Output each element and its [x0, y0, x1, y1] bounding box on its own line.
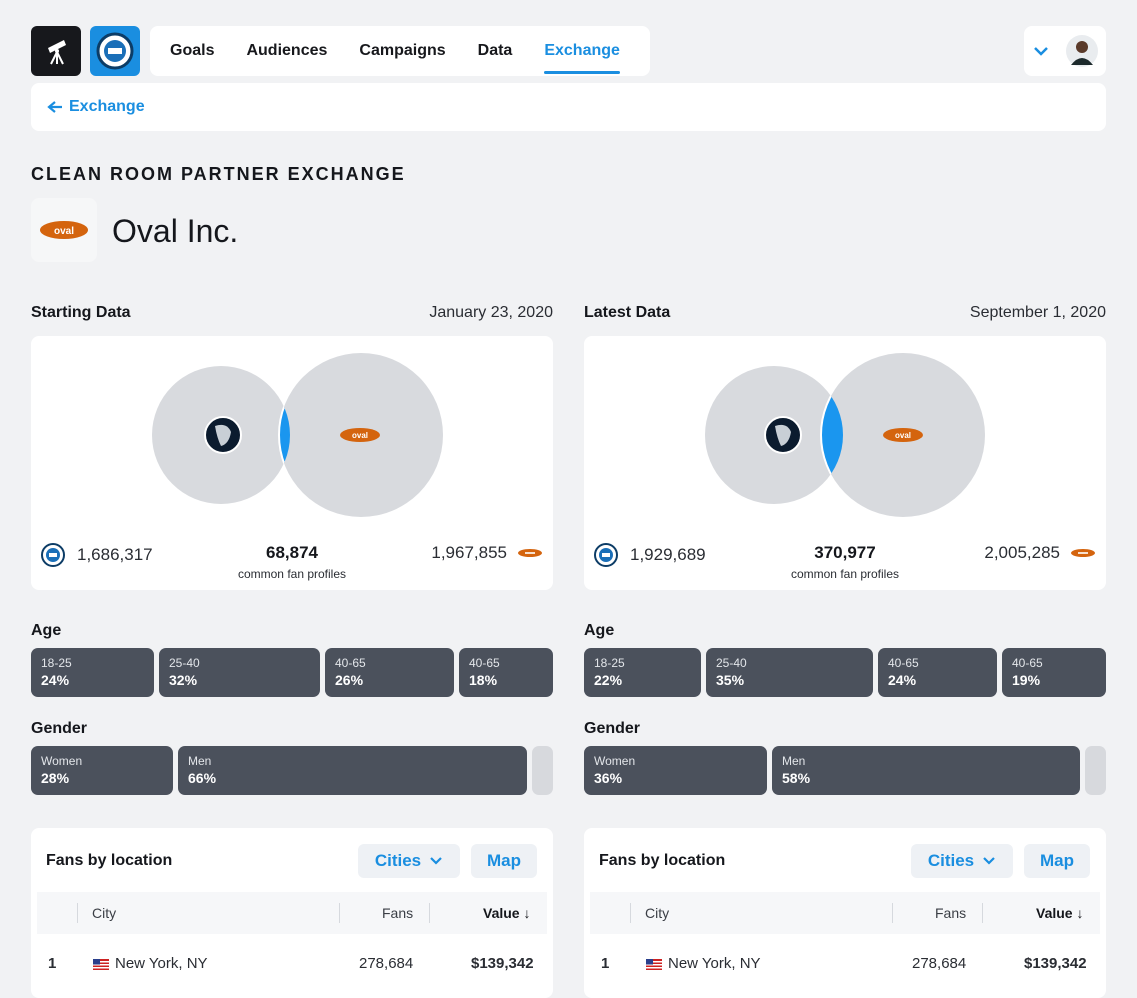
partner-count: 2,005,285	[984, 543, 1096, 563]
cities-dropdown[interactable]: Cities	[358, 844, 460, 878]
team-crest-icon	[594, 543, 618, 567]
gender-label: Gender	[584, 720, 641, 737]
starting-data-section: Starting Data January 23, 2020 oval 1,68…	[31, 300, 553, 998]
partner-name: Oval Inc.	[112, 213, 239, 249]
nav-campaigns[interactable]: Campaigns	[359, 42, 446, 59]
chevron-down-icon	[430, 857, 442, 865]
user-menu[interactable]	[1024, 26, 1106, 76]
fans-by-location-card: Fans by location Cities Map City Fans Va…	[31, 828, 553, 998]
common-count: 370,977	[814, 543, 876, 562]
age-breakdown: 18-25 24% 25-40 32% 40-65 26% 40-65 18%	[31, 648, 553, 697]
team-count-value: 1,686,317	[77, 545, 153, 564]
svg-text:oval: oval	[895, 431, 911, 440]
team-crest-icon	[96, 32, 134, 70]
back-to-exchange-link[interactable]: Exchange	[47, 98, 145, 116]
oval-logo-icon	[518, 549, 542, 557]
age-segment[interactable]: 25-40 32%	[159, 648, 320, 697]
map-button[interactable]: Map	[471, 844, 537, 878]
section-date: September 1, 2020	[969, 304, 1106, 321]
map-button[interactable]: Map	[1024, 844, 1090, 878]
breadcrumb-label: Exchange	[69, 98, 145, 115]
app-logo[interactable]	[31, 26, 81, 76]
age-segment[interactable]: 18-25 24%	[31, 648, 154, 697]
overlap-card: oval 1,686,317 68,874 common fan profile…	[31, 336, 553, 590]
partner-count-value: 1,967,855	[431, 543, 507, 562]
table-header: City Fans Value ↓	[590, 892, 1100, 934]
oval-logo-icon	[1071, 549, 1095, 557]
gender-segment[interactable]: Women 36%	[584, 746, 767, 795]
common-caption: common fan profiles	[790, 567, 900, 581]
oval-logo-icon: oval	[40, 221, 88, 239]
main-nav: Goals Audiences Campaigns Data Exchange	[150, 26, 650, 76]
us-flag-icon	[646, 959, 662, 970]
table-row[interactable]: 1 New York, NY 278,684 $139,342	[48, 955, 534, 972]
avatar[interactable]	[1065, 35, 1098, 67]
us-flag-icon	[93, 959, 109, 970]
cities-label: Cities	[927, 851, 975, 870]
col-city[interactable]: City	[92, 905, 117, 921]
venn-diagram: oval	[152, 353, 443, 517]
section-label: Starting Data	[31, 304, 131, 321]
cities-label: Cities	[374, 851, 422, 870]
svg-text:oval: oval	[352, 431, 368, 440]
partner-count-value: 2,005,285	[984, 543, 1060, 562]
age-segment[interactable]: 40-65 18%	[459, 648, 553, 697]
oval-logo-text: oval	[54, 226, 74, 237]
gender-segment[interactable]: Men 66%	[178, 746, 527, 795]
location-title: Fans by location	[599, 852, 726, 869]
gender-segment[interactable]: Men 58%	[772, 746, 1080, 795]
cities-dropdown[interactable]: Cities	[911, 844, 1013, 878]
nav-exchange[interactable]: Exchange	[544, 26, 620, 76]
partner-count: 1,967,855	[431, 543, 543, 563]
age-segment[interactable]: 18-25 22%	[584, 648, 701, 697]
age-breakdown: 18-25 22% 25-40 35% 40-65 24% 40-65 19%	[584, 648, 1106, 697]
team-crest-icon	[41, 543, 65, 567]
chevron-down-icon[interactable]	[1033, 45, 1049, 57]
col-value[interactable]: Value ↓	[1036, 905, 1084, 921]
nav-audiences[interactable]: Audiences	[246, 42, 328, 59]
oval-badge-icon	[340, 428, 380, 442]
gender-breakdown: Women 36% Men 58%	[584, 746, 1106, 795]
age-segment[interactable]: 40-65 26%	[325, 648, 454, 697]
age-label: Age	[584, 622, 615, 639]
gender-segment[interactable]: Women 28%	[31, 746, 173, 795]
table-row[interactable]: 1 New York, NY 278,684 $139,342	[601, 955, 1087, 972]
fans-by-location-card: Fans by location Cities Map City Fans Va…	[584, 828, 1106, 998]
common-count: 68,874	[266, 543, 318, 562]
age-segment[interactable]: 40-65 19%	[1002, 648, 1106, 697]
gender-breakdown: Women 28% Men 66%	[31, 746, 553, 795]
team-count: 1,686,317	[41, 543, 153, 567]
latest-data-section: Latest Data September 1, 2020 oval 1,929…	[584, 300, 1106, 998]
team-count-value: 1,929,689	[630, 545, 706, 564]
section-label: Latest Data	[584, 304, 671, 321]
overlap-card: oval 1,929,689 370,977 common fan profil…	[584, 336, 1106, 590]
telescope-icon	[48, 40, 66, 65]
chevron-down-icon	[983, 857, 995, 865]
partner-logo: oval	[31, 198, 97, 262]
location-title: Fans by location	[46, 852, 173, 869]
team-logo[interactable]	[90, 26, 140, 76]
age-segment[interactable]: 40-65 24%	[878, 648, 997, 697]
age-segment[interactable]: 25-40 35%	[706, 648, 873, 697]
nav-data[interactable]: Data	[477, 42, 513, 59]
age-label: Age	[31, 622, 62, 639]
col-fans[interactable]: Fans	[382, 905, 414, 921]
breadcrumb: Exchange	[31, 83, 1106, 131]
col-value[interactable]: Value ↓	[483, 905, 531, 921]
common-caption: common fan profiles	[237, 567, 347, 581]
gender-label: Gender	[31, 720, 88, 737]
team-count: 1,929,689	[594, 543, 706, 567]
oval-badge-icon	[883, 428, 923, 442]
gender-segment-other[interactable]	[1085, 746, 1106, 795]
col-city[interactable]: City	[645, 905, 670, 921]
nav-goals[interactable]: Goals	[170, 42, 215, 59]
col-fans[interactable]: Fans	[935, 905, 967, 921]
table-header: City Fans Value ↓	[37, 892, 547, 934]
venn-diagram: oval	[705, 353, 985, 517]
section-date: January 23, 2020	[429, 304, 553, 321]
page-title: CLEAN ROOM PARTNER EXCHANGE	[31, 164, 406, 184]
arrow-left-icon	[47, 101, 62, 113]
gender-segment-other[interactable]	[532, 746, 553, 795]
